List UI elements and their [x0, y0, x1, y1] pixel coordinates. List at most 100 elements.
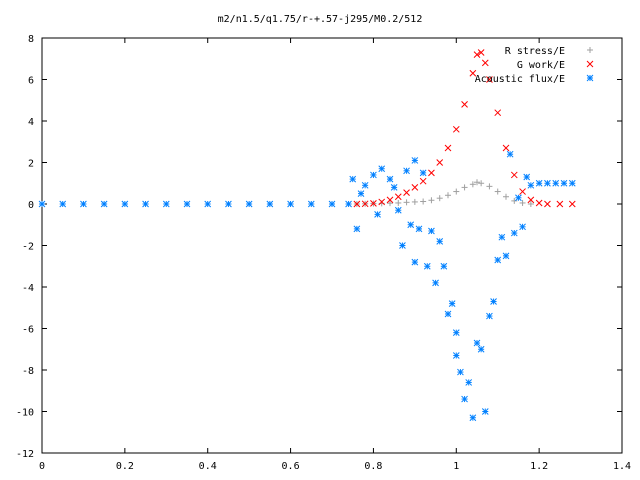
- data-point: [477, 49, 485, 56]
- data-point: [245, 200, 253, 208]
- y-tick-label: -8: [22, 366, 34, 377]
- data-point: [448, 300, 456, 307]
- data-point: [527, 196, 535, 204]
- data-point: [142, 200, 149, 208]
- data-point: [481, 59, 489, 67]
- data-point: [183, 200, 191, 208]
- data-point: [469, 414, 477, 422]
- legend-label: Acoustic flux/E: [475, 74, 565, 85]
- data-point: [370, 200, 377, 207]
- data-point: [394, 206, 402, 214]
- data-point: [473, 51, 481, 58]
- data-point: [494, 188, 501, 195]
- data-point: [469, 69, 477, 77]
- data-point: [225, 200, 232, 208]
- data-point: [432, 279, 439, 287]
- data-point: [419, 169, 427, 177]
- chart-title: m2/n1.5/q1.75/r-+.57-j295/M0.2/512: [218, 14, 423, 25]
- legend-marker: [586, 60, 594, 68]
- data-point: [407, 221, 415, 229]
- data-point: [506, 150, 514, 158]
- data-point: [361, 181, 369, 189]
- data-point: [204, 200, 212, 208]
- x-tick-label: 0.6: [282, 461, 300, 472]
- data-point: [481, 408, 489, 415]
- x-tick-label: 0: [39, 461, 45, 472]
- data-point: [544, 200, 551, 208]
- data-point: [511, 197, 518, 204]
- data-point: [477, 345, 485, 353]
- data-point: [535, 179, 543, 187]
- x-tick-label: 1: [453, 461, 459, 472]
- data-point: [503, 193, 509, 200]
- data-point: [478, 180, 485, 187]
- data-point: [452, 352, 460, 359]
- data-point: [436, 159, 444, 166]
- data-point: [473, 339, 481, 347]
- data-point: [519, 223, 526, 231]
- data-point: [469, 181, 476, 188]
- data-point: [498, 233, 506, 241]
- data-point: [374, 211, 381, 218]
- data-point: [361, 200, 369, 208]
- data-point: [395, 199, 402, 206]
- data-point: [59, 200, 67, 208]
- data-point: [568, 179, 576, 187]
- data-point: [349, 175, 357, 183]
- y-tick-label: -2: [22, 242, 34, 253]
- data-point: [510, 171, 518, 179]
- data-point: [415, 225, 423, 233]
- data-point: [428, 227, 435, 235]
- data-point: [403, 167, 410, 175]
- data-point: [461, 184, 468, 191]
- data-point: [560, 179, 568, 187]
- legend-marker: [587, 47, 593, 53]
- data-point: [287, 200, 294, 208]
- y-tick-label: 6: [28, 76, 34, 87]
- data-point: [452, 125, 460, 133]
- data-point: [486, 76, 493, 83]
- data-point: [486, 312, 493, 320]
- y-tick-label: 0: [28, 200, 34, 211]
- data-point: [420, 198, 427, 205]
- data-point: [386, 196, 394, 204]
- data-point: [444, 144, 452, 152]
- y-tick-label: -10: [16, 408, 34, 419]
- data-point: [519, 188, 526, 195]
- data-point: [121, 200, 129, 208]
- x-tick-label: 1.2: [530, 461, 548, 472]
- y-tick-label: 2: [28, 159, 34, 170]
- data-point: [428, 197, 435, 204]
- data-point: [452, 329, 460, 337]
- data-point: [556, 200, 564, 208]
- data-point: [411, 157, 419, 164]
- axes: 0 0.2 0.4 0.6 0.8 1 1.2 1.4 8 6 4 2 0 -2 -4 -6 -8 -10 -12: [16, 34, 631, 472]
- data-point: [515, 194, 522, 202]
- data-point: [387, 200, 393, 207]
- data-point: [502, 144, 510, 152]
- data-point: [353, 200, 361, 208]
- data-point: [461, 101, 468, 108]
- data-point: [436, 195, 443, 202]
- data-point: [444, 310, 452, 318]
- series-1: [353, 49, 576, 208]
- data-point: [423, 262, 431, 270]
- data-point: [378, 165, 386, 173]
- data-point: [502, 252, 510, 260]
- data-point: [100, 200, 108, 208]
- y-tick-label: -12: [16, 449, 34, 460]
- data-point: [494, 109, 502, 117]
- data-point: [419, 177, 427, 185]
- data-point: [370, 171, 377, 179]
- data-point: [519, 199, 526, 206]
- x-tick-label: 1.4: [613, 461, 631, 472]
- data-point: [411, 184, 419, 191]
- legend-marker: [586, 74, 594, 82]
- data-point: [162, 200, 170, 208]
- data-point: [428, 169, 435, 177]
- data-point: [461, 395, 468, 403]
- data-point: [527, 181, 535, 189]
- data-point: [440, 262, 448, 270]
- data-point: [403, 189, 410, 196]
